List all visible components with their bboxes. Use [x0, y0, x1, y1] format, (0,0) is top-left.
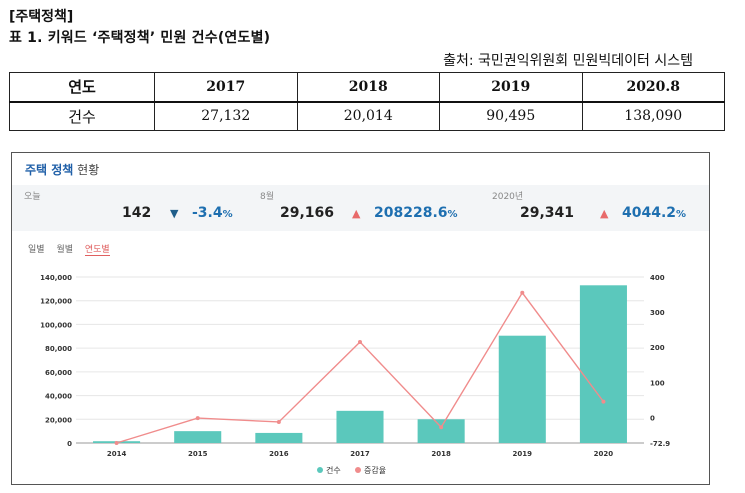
stat-value: 142 — [122, 205, 152, 221]
source-note: 출처: 국민권익위원회 민원빅데이터 시스템 — [443, 53, 693, 69]
up-arrow-icon: ▲ — [600, 207, 609, 220]
period-tabs: 일별 월별 연도별 — [28, 242, 119, 256]
rate-point — [358, 339, 362, 344]
stat-year: 2020년 29,341 ▲ 4044.2% — [492, 185, 707, 231]
rate-point — [276, 419, 281, 424]
stat-today: 오늘 142 ▼ -3.4% — [24, 185, 244, 231]
rate-point — [520, 290, 525, 295]
rate-point — [439, 425, 444, 430]
table-cell: 건수 — [9, 101, 155, 131]
panel-title-keyword: 주택 정책 — [25, 163, 74, 177]
y-left-tick-label: 20,000 — [45, 416, 72, 424]
stat-change: -3.4% — [192, 205, 233, 221]
stats-bar: 오늘 142 ▼ -3.4% 8월 29,166 ▲ 208228.6% 202… — [12, 185, 709, 231]
y-right-tick-label: 0 — [650, 414, 655, 422]
x-tick-label: 2020 — [594, 450, 614, 458]
table-header-cell: 2020.8 — [581, 72, 725, 102]
yearly-chart: 0 20,000 40,000 60,000 80,000 100,000 120,000 1… — [40, 274, 670, 475]
x-tick-label: 2017 — [350, 450, 370, 458]
panel-title: 주택 정책 현황 — [25, 161, 99, 178]
bar — [579, 285, 627, 443]
table-cell: 27,132 — [154, 101, 298, 131]
x-tick-label: 2015 — [188, 450, 208, 458]
legend-swatch-bars — [317, 467, 323, 473]
rate-point — [601, 399, 606, 404]
x-tick-label: 2014 — [107, 450, 127, 458]
stat-change: 208228.6% — [374, 205, 458, 221]
down-arrow-icon: ▼ — [170, 207, 179, 220]
y-left-tick-label: 140,000 — [40, 274, 72, 282]
legend-label: 건수 — [326, 465, 341, 475]
y-left-tick-label: 100,000 — [40, 321, 72, 329]
stat-label: 오늘 — [24, 192, 41, 202]
y-left-tick-label: 0 — [67, 440, 72, 448]
table-row: 건수 27,132 20,014 90,495 138,090 — [9, 101, 725, 131]
bar — [336, 410, 384, 443]
y-right-tick-label: 400 — [650, 274, 665, 282]
y-right-tick-label: 100 — [650, 379, 665, 387]
table-header-cell: 2019 — [439, 72, 583, 102]
panel-title-suffix: 현황 — [73, 163, 100, 177]
rate-point — [195, 416, 200, 421]
up-arrow-icon: ▲ — [352, 207, 361, 220]
table-header-cell: 2018 — [296, 72, 440, 102]
table-header-cell: 연도 — [9, 72, 155, 102]
rate-point — [114, 441, 119, 445]
y-right-tick-label: -72.9 — [650, 440, 670, 448]
x-tick-label: 2019 — [513, 450, 533, 458]
stat-month: 8월 29,166 ▲ 208228.6% — [260, 185, 480, 231]
tab-yearly[interactable]: 연도별 — [84, 245, 110, 256]
x-tick-label: 2016 — [269, 450, 289, 458]
legend-label: 증감율 — [364, 465, 386, 475]
stat-value: 29,341 — [520, 205, 575, 221]
table-header-row: 연도 2017 2018 2019 2020.8 — [9, 72, 725, 102]
bar — [255, 432, 303, 443]
y-left-tick-label: 120,000 — [40, 298, 72, 306]
table-caption: 표 1. 키워드 ‘주택정책’ 민원 건수(연도별) — [9, 30, 271, 46]
legend-swatch-line — [355, 467, 361, 473]
section-label: [주택정책] — [9, 9, 74, 25]
tab-daily[interactable]: 일별 — [28, 245, 45, 255]
stat-change: 4044.2% — [622, 205, 687, 221]
x-tick-label: 2018 — [431, 450, 451, 458]
tab-monthly[interactable]: 월별 — [56, 245, 73, 255]
dashboard-panel: 주택 정책 현황 오늘 142 ▼ -3.4% 8월 29,166 ▲ 2082… — [11, 152, 710, 485]
stat-value: 29,166 — [280, 205, 335, 221]
y-left-tick-label: 40,000 — [45, 393, 72, 401]
y-right-tick-label: 300 — [650, 309, 665, 317]
table-header-cell: 2017 — [154, 72, 298, 102]
stat-label: 2020년 — [492, 192, 524, 202]
y-left-tick-label: 60,000 — [45, 369, 72, 377]
bar — [498, 335, 546, 443]
stat-label: 8월 — [260, 192, 275, 202]
table-cell: 20,014 — [296, 101, 440, 131]
bar — [417, 419, 465, 443]
table-cell: 90,495 — [439, 101, 583, 131]
y-right-tick-label: 200 — [650, 344, 665, 352]
complaints-table: 연도 2017 2018 2019 2020.8 건수 27,132 20,01… — [9, 72, 725, 131]
table-cell: 138,090 — [581, 101, 725, 131]
bar — [174, 431, 222, 443]
y-left-tick-label: 80,000 — [45, 345, 72, 353]
